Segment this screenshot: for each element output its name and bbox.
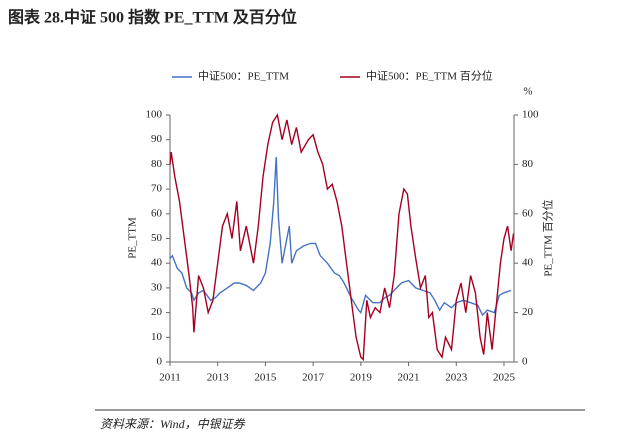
y2-tick-label: 60 [522, 207, 534, 219]
series-line [169, 156, 512, 317]
y-tick-label: 90 [151, 133, 163, 145]
y-axis-label: PE_TTM [127, 217, 139, 259]
chart-title: 图表 28.中证 500 指数 PE_TTM 及百分位 [8, 8, 297, 27]
y-tick-label: 70 [151, 183, 163, 195]
x-tick-label: 2021 [398, 372, 420, 384]
y2-tick-label: 0 [522, 356, 528, 368]
y2-unit: % [523, 86, 532, 98]
series-line [169, 113, 515, 362]
x-tick-label: 2025 [493, 372, 516, 384]
y-tick-label: 60 [151, 207, 163, 219]
y2-tick-label: 80 [522, 158, 534, 170]
y-tick-label: 40 [151, 257, 163, 269]
y2-tick-label: 20 [522, 306, 534, 318]
x-tick-label: 2015 [254, 372, 277, 384]
y-tick-label: 80 [151, 158, 163, 170]
x-tick-label: 2017 [302, 372, 325, 384]
y-tick-label: 50 [151, 232, 163, 244]
x-tick-label: 2023 [445, 372, 468, 384]
x-tick-label: 2019 [350, 372, 373, 384]
x-tick-label: 2011 [159, 372, 181, 384]
x-tick-label: 2013 [207, 372, 230, 384]
y-tick-label: 20 [151, 306, 163, 318]
y-tick-label: 100 [146, 109, 163, 121]
y-tick-label: 0 [157, 356, 163, 368]
source: 资料来源：Wind，中银证券 [100, 417, 246, 431]
y2-axis-label: PE_TTM 百分位 [541, 199, 555, 276]
y2-tick-label: 100 [522, 109, 539, 121]
legend-label: 中证500：PE_TTM [198, 70, 289, 83]
y2-tick-label: 40 [522, 257, 534, 269]
legend-label: 中证500：PE_TTM 百分位 [366, 69, 493, 83]
y-tick-label: 30 [151, 281, 163, 293]
y-tick-label: 10 [151, 331, 163, 343]
